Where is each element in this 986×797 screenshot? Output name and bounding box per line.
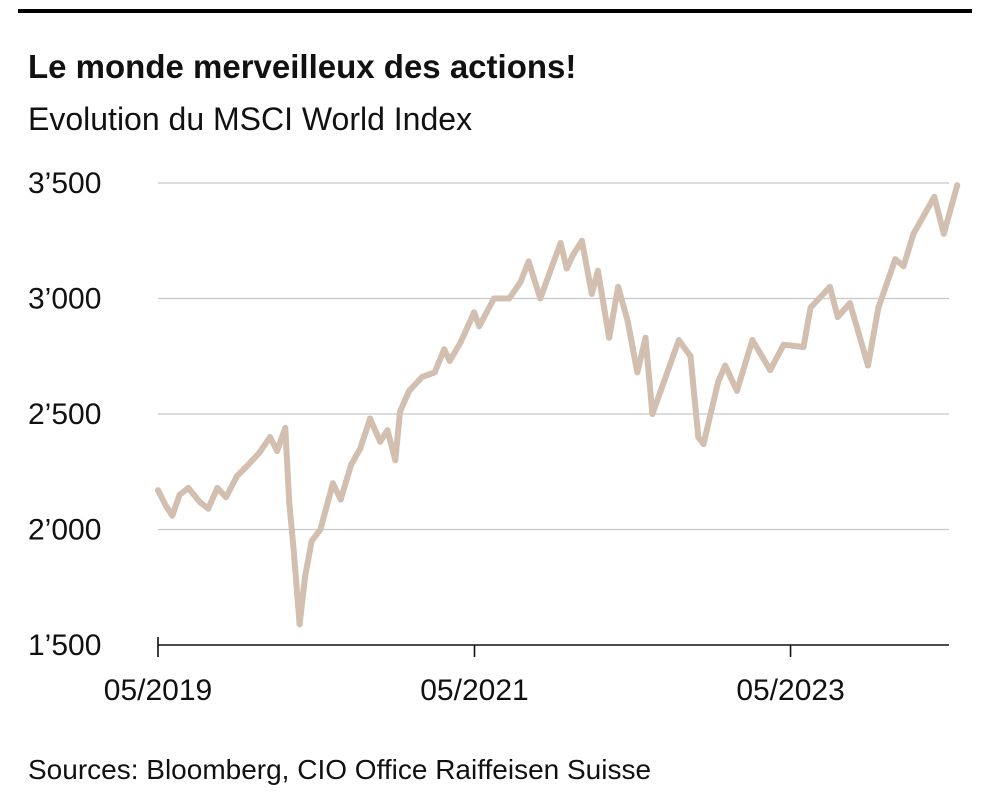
data-point (155, 487, 161, 494)
data-point (302, 572, 309, 579)
data-point (624, 318, 631, 325)
series-group (155, 182, 961, 628)
data-point (687, 353, 694, 360)
data-point (606, 334, 613, 341)
data-point (196, 498, 203, 505)
data-point (525, 258, 532, 265)
gridlines (158, 182, 949, 531)
data-point (875, 304, 882, 311)
data-point (205, 505, 212, 512)
data-point (537, 295, 544, 302)
data-point (286, 498, 293, 505)
data-point (491, 295, 497, 302)
data-point (954, 182, 961, 189)
data-point (337, 496, 344, 503)
data-point (214, 484, 221, 491)
data-point (892, 256, 899, 263)
data-point (176, 491, 183, 498)
data-point (695, 434, 702, 441)
data-point (163, 503, 170, 510)
x-axis: 05/2019 05/2021 05/2023 (104, 637, 949, 707)
data-point (296, 621, 303, 628)
data-point (615, 283, 622, 290)
data-point (223, 494, 229, 501)
data-point (588, 290, 595, 297)
data-point (282, 424, 289, 431)
data-point (406, 387, 413, 394)
data-point (549, 260, 556, 267)
y-tick-label: 3’000 (28, 283, 101, 316)
data-point (377, 438, 384, 445)
data-point (267, 434, 274, 441)
data-point (446, 357, 453, 364)
data-point (578, 237, 585, 244)
data-point (700, 441, 707, 447)
data-point (865, 362, 871, 369)
data-point (476, 323, 483, 330)
data-point (397, 408, 403, 415)
data-point (457, 339, 464, 346)
data-point (367, 415, 374, 422)
data-point (722, 362, 729, 369)
y-tick-label: 2’000 (28, 514, 101, 547)
data-point (767, 367, 774, 374)
chart-title: Le monde merveilleux des actions! (28, 48, 577, 85)
chart-subtitle: Evolution du MSCI World Index (28, 101, 473, 137)
data-point (940, 230, 947, 237)
data-point (255, 450, 262, 457)
data-point (594, 267, 601, 274)
x-tick-label: 05/2021 (420, 674, 528, 707)
data-point (290, 549, 297, 556)
source-note: Sources: Bloomberg, CIO Office Raiffeise… (28, 754, 652, 785)
data-point (348, 461, 355, 468)
data-point (242, 464, 249, 471)
x-tick-label: 05/2019 (104, 674, 212, 707)
data-point (846, 300, 853, 307)
data-point (233, 473, 240, 480)
data-point (634, 369, 641, 376)
data-point (657, 387, 664, 394)
data-point (931, 193, 938, 200)
data-point (807, 304, 814, 311)
data-point (274, 448, 281, 454)
data-point (834, 314, 841, 320)
data-point (715, 378, 722, 385)
data-point (169, 512, 176, 519)
data-point (557, 240, 564, 247)
data-point (910, 230, 917, 237)
y-axis-ticks: 3’500 3’000 2’500 2’000 1’500 (28, 167, 101, 662)
data-point (900, 263, 907, 270)
data-point (570, 251, 577, 258)
data-point (733, 387, 740, 394)
top-rule (18, 9, 972, 13)
data-point (329, 480, 336, 487)
y-tick-label: 1’500 (28, 629, 101, 662)
data-point (826, 283, 833, 290)
data-point (517, 279, 524, 286)
data-point (642, 334, 649, 341)
data-point (357, 445, 364, 452)
y-tick-label: 3’500 (28, 167, 101, 200)
data-point (563, 265, 570, 272)
data-point (749, 337, 756, 344)
data-point (441, 346, 448, 353)
data-point (419, 374, 426, 380)
y-tick-label: 2’500 (28, 398, 101, 431)
data-point (384, 427, 391, 434)
data-point (649, 411, 656, 417)
series-line (155, 182, 961, 628)
data-point (780, 341, 787, 348)
data-point (675, 337, 682, 344)
data-point (471, 309, 478, 316)
data-point (392, 457, 399, 464)
data-point (431, 369, 438, 376)
data-point (185, 484, 192, 491)
data-point (308, 538, 315, 544)
data-point (506, 295, 513, 302)
data-point (800, 344, 807, 350)
data-point (317, 526, 324, 533)
x-tick-label: 05/2023 (736, 674, 844, 707)
